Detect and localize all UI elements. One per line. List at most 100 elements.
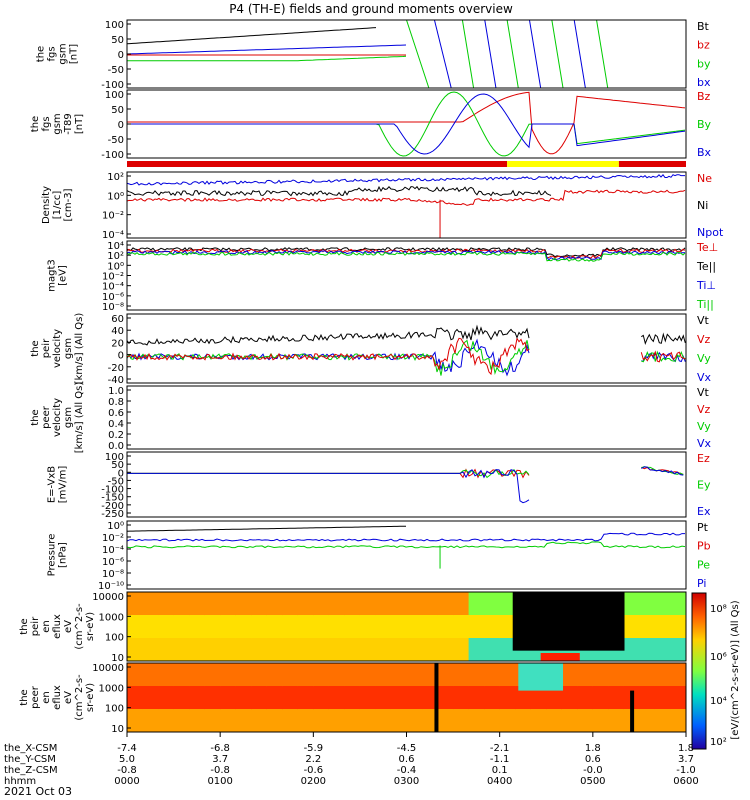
- trace-bx: [127, 44, 407, 55]
- trace-ne: [127, 189, 686, 206]
- spectrogram-cell: [390, 709, 407, 732]
- spectrogram-cell: [453, 615, 470, 639]
- spectrogram-cell: [251, 638, 268, 661]
- ephem-label-0: the_X-CSM: [4, 743, 57, 754]
- ytick-label: 100: [105, 633, 124, 644]
- ylabel-line: [km/s] (All Qs): [74, 313, 85, 385]
- spectrogram-cell: [127, 638, 144, 661]
- trace-ni: [127, 185, 552, 197]
- ephem-value: -2.1: [490, 743, 510, 754]
- ylabel-line: peer: [30, 685, 41, 709]
- ephem-label-1: the_Y-CSM: [4, 754, 56, 765]
- spectrogram-cell: [468, 615, 485, 639]
- plot-title: P4 (TH-E) fields and ground moments over…: [229, 2, 513, 16]
- ephem-value: -0.0: [583, 765, 603, 776]
- spectrogram-cell: [422, 709, 439, 732]
- spectrogram-cell: [204, 686, 221, 710]
- spectrogram-cell: [204, 638, 221, 661]
- ytick-label: 10⁻²: [102, 211, 124, 222]
- spectrogram-cell: [266, 709, 283, 732]
- spectrogram-cell: [328, 686, 345, 710]
- ylabel-line: eflux: [52, 614, 63, 639]
- ytick-label: -100: [101, 485, 124, 496]
- spectrogram-cell: [251, 592, 268, 616]
- spectrogram-cell: [437, 709, 454, 732]
- spectrogram-cell: [204, 592, 221, 616]
- date-label: 2021 Oct 03: [4, 785, 72, 798]
- ylabel-line: fgs: [41, 116, 52, 131]
- spectrogram-cell: [173, 615, 190, 639]
- spectrogram-cell: [654, 592, 671, 616]
- legend-ey: Ey: [697, 479, 711, 492]
- ytick-label: 0: [118, 50, 124, 61]
- ephemeris-table: the_X-CSM -7.4 -6.8 -5.9 -4.5 -2.1 1.8 1.8 the_Y…: [4, 732, 699, 787]
- spectrogram-cell: [484, 709, 501, 732]
- ytick-label: 10⁻⁴: [102, 282, 124, 293]
- ytick-label: -100: [101, 80, 124, 91]
- ytick-label: 0: [118, 351, 124, 362]
- spectrogram-cell: [158, 709, 175, 732]
- ephem-value: -7.4: [117, 743, 137, 754]
- spectrogram-cell: [282, 709, 299, 732]
- spectrogram-cell: [623, 663, 640, 687]
- spectrogram-cell: [189, 663, 206, 687]
- time-tick: 0000: [114, 776, 139, 787]
- spectrogram-cell: [623, 592, 640, 616]
- spectrogram-cell: [639, 615, 656, 639]
- status-bar-yellow: [507, 161, 619, 167]
- spectrogram-cell: [390, 638, 407, 661]
- spectrogram-cell: [266, 686, 283, 710]
- spectrogram-cell: [173, 592, 190, 616]
- trace-osc: [433, 20, 452, 88]
- ytick-label: 1000: [99, 612, 124, 623]
- spectrogram-cell: [654, 615, 671, 639]
- panel-density-traces: [127, 174, 686, 238]
- spectrogram-cell: [328, 638, 345, 661]
- ylabel-line: [1/cc]: [52, 191, 63, 220]
- trace-by: [127, 55, 407, 62]
- legend-bx: Bx: [697, 146, 712, 159]
- ylabel-line: [cm-3]: [63, 188, 74, 221]
- spectrogram-cell: [639, 709, 656, 732]
- spectrogram-cell: [375, 663, 392, 687]
- spectrogram-cell: [546, 686, 563, 710]
- ephem-value: 1.8: [585, 743, 601, 754]
- spectrogram-cell: [670, 663, 686, 687]
- ylabel-line: [nT]: [74, 114, 85, 134]
- legend-te: Te⊥: [696, 241, 718, 254]
- spectrogram-cell: [608, 663, 625, 687]
- ylabel-line: E=-VxB: [47, 466, 58, 503]
- spectrogram-cell: [158, 686, 175, 710]
- ytick-label: 100: [105, 90, 124, 101]
- ytick-label: 10000: [92, 592, 124, 603]
- spectrogram-cell: [499, 686, 516, 710]
- spectrogram-cell: [220, 709, 237, 732]
- trace-vel-late-2: [640, 350, 686, 363]
- spectrogram-cell: [127, 592, 144, 616]
- spectrogram-cell: [235, 638, 252, 661]
- spectrogram-cell: [251, 709, 268, 732]
- status-bar-red: [618, 161, 686, 167]
- ytick-label: -40: [108, 375, 124, 386]
- spectrogram-cell: [437, 592, 454, 616]
- spectrogram-cell: [577, 686, 594, 710]
- spectrogram-cell: [654, 663, 671, 687]
- spectrogram-cell: [142, 709, 159, 732]
- legend-bz: Bz: [697, 90, 711, 103]
- panel-peir-eflux: 10000 1000 100 10 the peir en eflux eV (cm^2-s-sr…: [19, 591, 687, 664]
- spectrogram-cell: [453, 709, 470, 732]
- ephem-value: 0.6: [585, 754, 601, 765]
- trace-vel-late-1: [641, 350, 686, 363]
- spectrogram-cell: [422, 686, 439, 710]
- ytick-label: 100: [105, 452, 124, 463]
- ylabel-line: peer: [41, 405, 52, 429]
- ytick-label: 50: [111, 105, 124, 116]
- ylabel-line: the: [30, 409, 41, 425]
- ytick-label: -100: [101, 150, 124, 161]
- spectrogram-cell: [189, 638, 206, 661]
- spectrogram-cell: [173, 709, 190, 732]
- colorbar-tick-2: 10⁴: [710, 696, 727, 707]
- panel-peer-eflux: 10000 1000 100 10 the peer en eflux eV (cm^2-s-sr…: [19, 662, 687, 735]
- spectrogram-cell: [499, 615, 516, 639]
- ytick-label: 0.4: [108, 419, 124, 430]
